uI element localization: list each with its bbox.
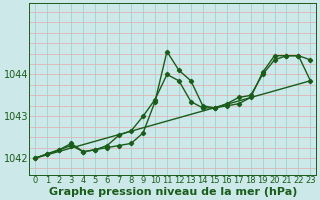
X-axis label: Graphe pression niveau de la mer (hPa): Graphe pression niveau de la mer (hPa): [49, 187, 297, 197]
